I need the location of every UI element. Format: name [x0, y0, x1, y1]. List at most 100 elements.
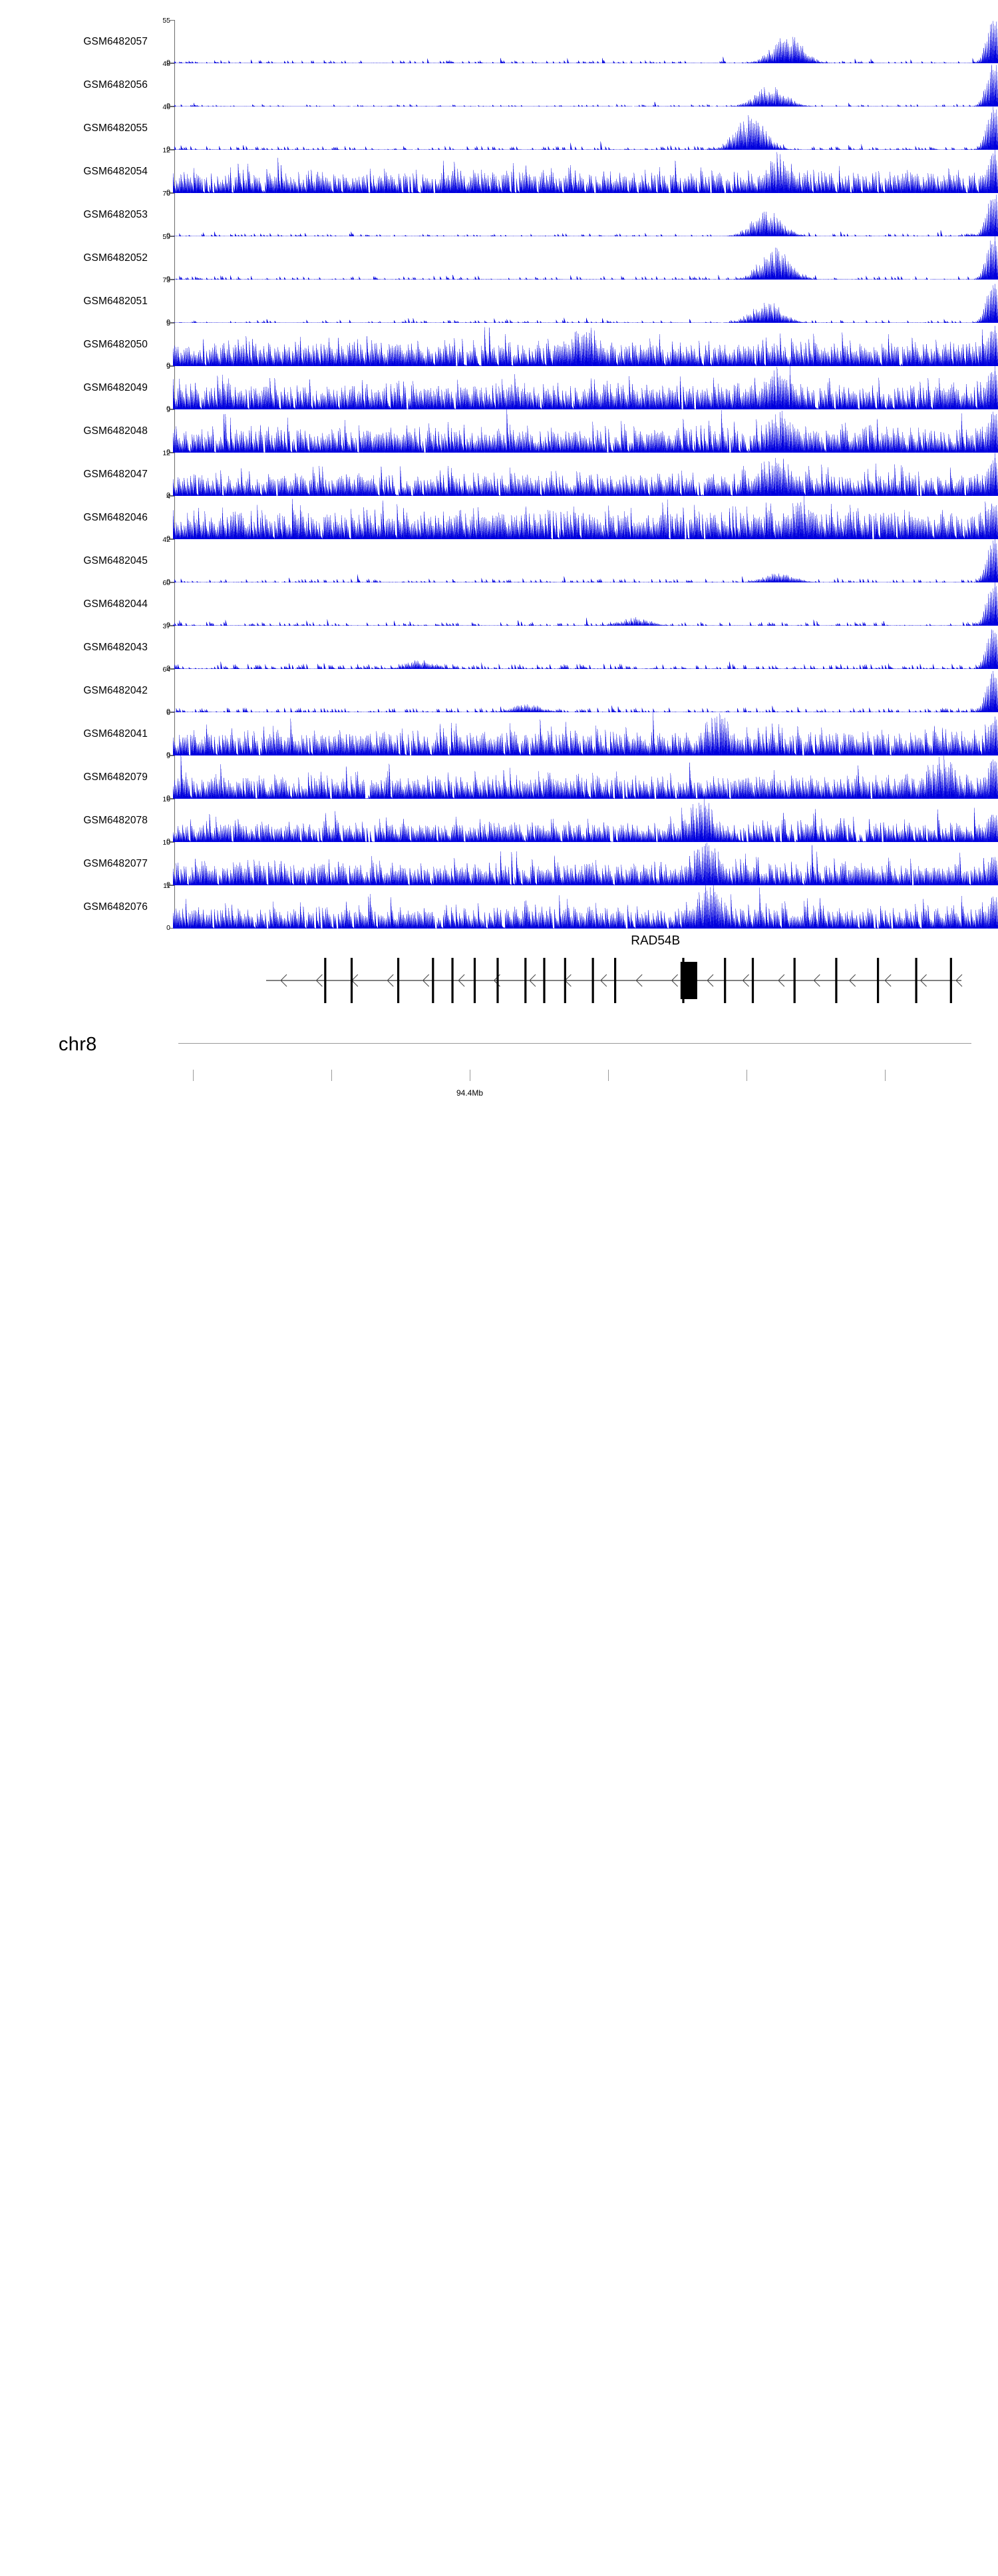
coverage-track-gsm6482041[interactable]: GSM648204160	[0, 710, 998, 758]
gene-strand-arrow	[671, 974, 679, 987]
track-name-label: GSM6482041	[83, 728, 148, 740]
y-axis-tick-bottom	[169, 841, 175, 842]
coverage-plot-area[interactable]	[173, 842, 998, 885]
coverage-signal-path	[173, 366, 998, 409]
track-label-cell: GSM6482051	[0, 280, 154, 323]
coverage-track-gsm6482045[interactable]: GSM6482045420	[0, 537, 998, 585]
y-axis-line	[174, 280, 175, 323]
coverage-track-gsm6482078[interactable]: GSM6482078160	[0, 795, 998, 845]
coverage-track-gsm6482052[interactable]: GSM6482052 59 0	[0, 233, 998, 283]
coverage-plot-area[interactable]	[173, 236, 998, 280]
coverage-plot-area[interactable]	[173, 107, 998, 150]
y-axis-min-label: 0	[166, 275, 170, 283]
coverage-plot-area[interactable]	[173, 280, 998, 323]
coverage-track-gsm6482053[interactable]: GSM6482053700	[0, 190, 998, 239]
track-name-label: GSM6482055	[83, 122, 148, 134]
coverage-plot-area[interactable]	[173, 63, 998, 107]
y-axis-line	[174, 453, 175, 496]
y-axis: 460	[154, 104, 175, 152]
coverage-signal-svg	[173, 582, 998, 626]
coverage-track-gsm6482044[interactable]: GSM6482044600	[0, 580, 998, 628]
y-axis-max-label: 37	[162, 622, 170, 630]
coverage-plot-area[interactable]	[173, 453, 998, 496]
track-label-cell: GSM6482052	[0, 236, 154, 280]
gene-exon	[751, 958, 754, 1003]
track-label-cell: GSM6482077	[0, 842, 154, 885]
coverage-plot-area[interactable]	[173, 799, 998, 842]
y-axis-line	[174, 63, 175, 107]
coverage-plot-area[interactable]	[173, 669, 998, 712]
coverage-plot-area[interactable]	[173, 20, 998, 63]
y-axis-line	[174, 755, 175, 799]
track-name-label: GSM6482049	[83, 381, 148, 393]
gene-exon	[543, 958, 546, 1003]
coverage-track-gsm6482047[interactable]: GSM6482047 120	[0, 450, 998, 499]
gene-strand-arrow	[813, 974, 820, 987]
y-axis-max-label: 55	[162, 17, 170, 25]
coverage-track-gsm6482055[interactable]: GSM6482055 460	[0, 104, 998, 152]
coverage-plot-area[interactable]	[173, 366, 998, 409]
y-axis: 120	[154, 450, 175, 499]
gene-strand-arrow	[387, 974, 394, 987]
coverage-track-gsm6482043[interactable]: GSM6482043 37 0	[0, 622, 998, 672]
coverage-track-gsm6482050[interactable]: GSM648205050	[0, 320, 998, 369]
coverage-plot-area[interactable]	[173, 755, 998, 799]
y-axis-min-label: 0	[166, 708, 170, 716]
y-axis: 90	[154, 753, 175, 802]
coverage-track-gsm6482046[interactable]: GSM648204640	[0, 493, 998, 542]
coverage-track-gsm6482056[interactable]: GSM6482056480	[0, 61, 998, 109]
coverage-signal-svg	[173, 496, 998, 539]
coverage-track-gsm6482057[interactable]: GSM6482057 55 0	[0, 17, 998, 66]
gene-strand-arrow	[280, 974, 287, 987]
gene-strand-arrow	[529, 974, 536, 987]
y-axis: 37 0	[154, 622, 175, 672]
coverage-plot-area[interactable]	[173, 323, 998, 366]
coverage-plot-area[interactable]	[173, 150, 998, 193]
coverage-signal-svg	[173, 712, 998, 755]
coverage-plot-area[interactable]	[173, 193, 998, 236]
y-axis-line	[174, 712, 175, 755]
coverage-signal-path	[173, 496, 998, 539]
coverage-plot-area[interactable]	[173, 539, 998, 582]
y-axis: 480	[154, 61, 175, 109]
gene-model-diagram	[266, 958, 963, 1003]
gene-name-label: RAD54B	[631, 934, 681, 948]
y-axis: 700	[154, 190, 175, 239]
coverage-plot-area[interactable]	[173, 496, 998, 539]
chromosome-tick-mark	[331, 1070, 332, 1081]
y-axis-min-label: 0	[166, 664, 170, 672]
chromosome-coordinate-label: 94.4Mb	[456, 1088, 484, 1098]
coverage-track-gsm6482051[interactable]: GSM6482051730	[0, 277, 998, 325]
track-label-cell: GSM6482043	[0, 626, 154, 669]
coverage-track-gsm6482054[interactable]: GSM6482054120	[0, 147, 998, 196]
gene-exon	[793, 958, 796, 1003]
coverage-track-gsm6482077[interactable]: GSM6482077100	[0, 839, 998, 888]
track-name-label: GSM6482047	[83, 468, 148, 480]
coverage-track-gsm6482076[interactable]: GSM6482076110	[0, 883, 998, 931]
coverage-plot-area[interactable]	[173, 409, 998, 453]
coverage-track-gsm6482048[interactable]: GSM648204890	[0, 407, 998, 455]
gene-exon	[397, 958, 400, 1003]
coverage-signal-svg	[173, 284, 998, 323]
coverage-plot-area[interactable]	[173, 582, 998, 626]
coverage-plot-area[interactable]	[173, 626, 998, 669]
gene-exon	[877, 958, 880, 1003]
y-axis-max-label: 5	[166, 320, 170, 327]
coverage-track-gsm6482042[interactable]: GSM6482042640	[0, 666, 998, 715]
y-axis-tick-bottom	[169, 668, 175, 669]
y-axis-max-label: 16	[162, 795, 170, 803]
y-axis-max-label: 59	[162, 233, 170, 241]
coverage-plot-area[interactable]	[173, 712, 998, 755]
y-axis-line	[174, 107, 175, 150]
chromosome-tick-mark	[885, 1070, 886, 1081]
coverage-plot-area[interactable]	[173, 885, 998, 929]
y-axis-tick-bottom	[169, 538, 175, 539]
gene-exon	[835, 958, 838, 1003]
coverage-track-gsm6482049[interactable]: GSM648204990	[0, 363, 998, 412]
y-axis-line	[174, 366, 175, 409]
coverage-signal-path	[173, 194, 998, 236]
y-axis-min-label: 0	[166, 405, 170, 413]
gene-strand-arrow	[919, 974, 927, 987]
coverage-track-gsm6482079[interactable]: GSM648207990	[0, 753, 998, 802]
y-axis-min-label: 0	[166, 794, 170, 802]
